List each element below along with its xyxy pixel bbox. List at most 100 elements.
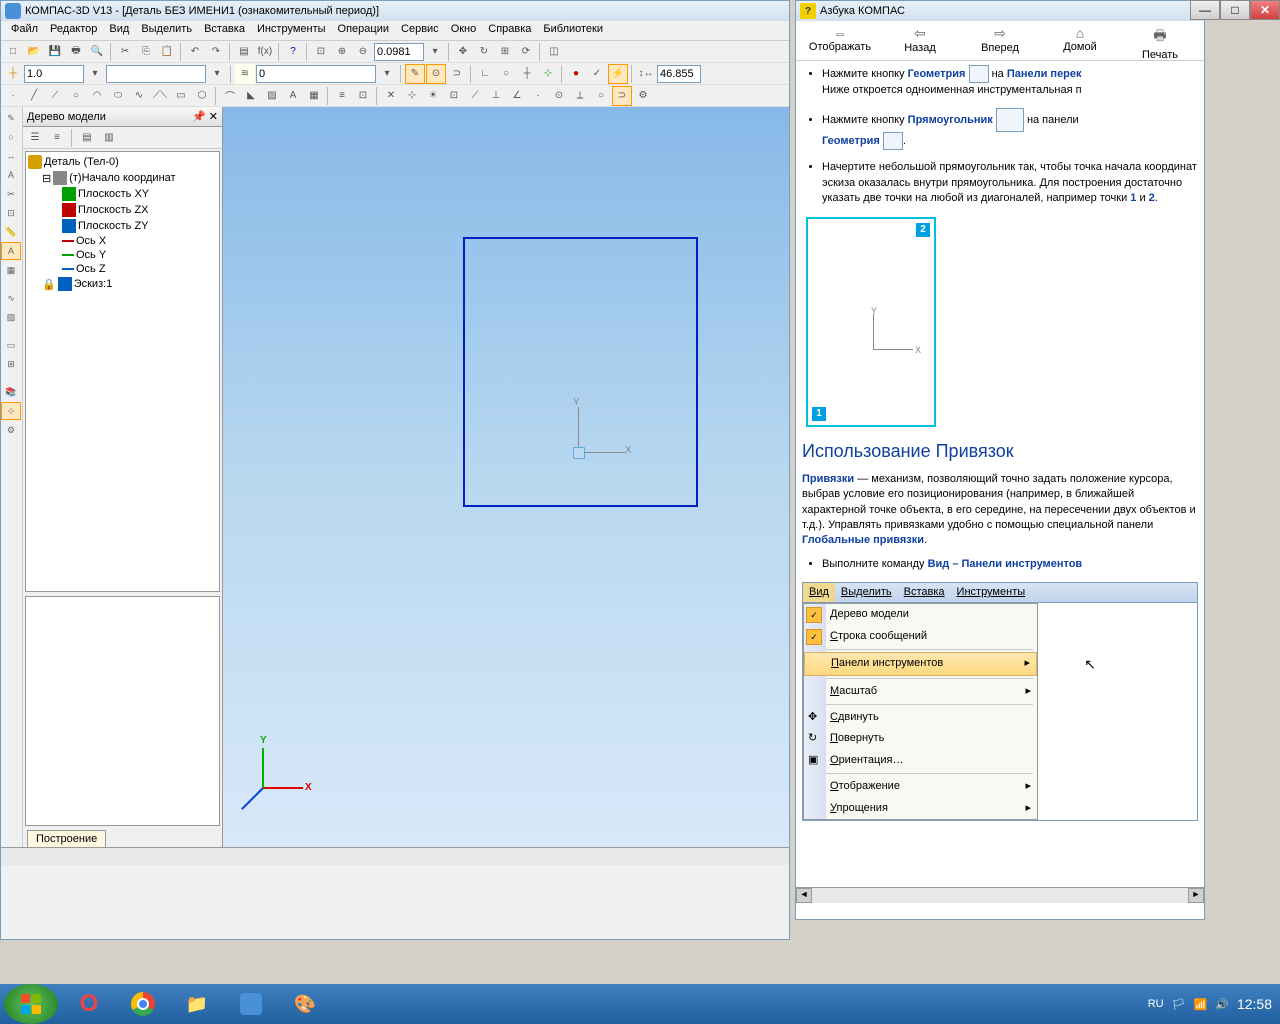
snap-set-icon[interactable]: ⊹ — [538, 64, 558, 84]
refresh-icon[interactable]: ⟳ — [516, 42, 536, 62]
style-icon[interactable]: ≋ — [235, 64, 255, 84]
create-icon[interactable]: ✓ — [587, 64, 607, 84]
lt-assoc-icon[interactable]: ⊞ — [1, 355, 21, 373]
help-nav-back[interactable]: ⇦Назад — [880, 23, 960, 58]
collect-icon[interactable]: ⊡ — [353, 86, 373, 106]
snap4-icon[interactable]: ⊡ — [444, 86, 464, 106]
lt-hatch-icon[interactable]: ▨ — [1, 308, 21, 326]
help-nav-print[interactable]: 🖶Печать — [1120, 23, 1200, 58]
arc-icon[interactable]: ◠ — [87, 86, 107, 106]
open-icon[interactable]: 📂 — [24, 42, 44, 62]
tray-network-icon[interactable]: 📶 — [1194, 998, 1208, 1011]
step-dd-icon[interactable]: ▾ — [85, 64, 105, 84]
style-dd-icon[interactable]: ▾ — [377, 64, 397, 84]
stop-icon[interactable]: ● — [566, 64, 586, 84]
tree-item[interactable]: Ось Z — [28, 262, 217, 276]
zoom-dropdown-icon[interactable]: ▾ — [425, 42, 445, 62]
save-icon[interactable]: 💾 — [45, 42, 65, 62]
menu-tools[interactable]: Инструменты — [251, 21, 332, 40]
lt-spec-icon[interactable]: ▦ — [1, 261, 21, 279]
tree-item[interactable]: Плоскость ZY — [28, 218, 217, 234]
taskbar-chrome[interactable] — [118, 986, 168, 1022]
print-icon[interactable]: 🖶 — [66, 42, 86, 62]
ellipse-icon[interactable]: ⬭ — [108, 86, 128, 106]
snap7-icon[interactable]: ∠ — [507, 86, 527, 106]
zoom-in-icon[interactable]: ⊕ — [332, 42, 352, 62]
menu-service[interactable]: Сервис — [395, 21, 445, 40]
round-icon[interactable]: ○ — [496, 64, 516, 84]
help-hscroll[interactable]: ◄ ► — [796, 887, 1204, 903]
step-input[interactable] — [24, 65, 84, 83]
menu-insert[interactable]: Вставка — [198, 21, 251, 40]
taskbar-paint[interactable]: 🎨 — [280, 986, 330, 1022]
line-icon[interactable]: ╱ — [24, 86, 44, 106]
help-nav-fwd[interactable]: ⇨Вперед — [960, 23, 1040, 58]
fit-icon[interactable]: ⊞ — [495, 42, 515, 62]
tree-mode4-icon[interactable]: ▥ — [99, 128, 119, 148]
lt-edit2-icon[interactable]: ✂ — [1, 185, 21, 203]
taskbar-kompas[interactable] — [226, 986, 276, 1022]
snap11-icon[interactable]: ○ — [591, 86, 611, 106]
tray-lang[interactable]: RU — [1148, 998, 1164, 1010]
zoom-value-input[interactable] — [374, 43, 424, 61]
menu-select[interactable]: Выделить — [135, 21, 198, 40]
taskbar-opera[interactable]: O — [64, 986, 114, 1022]
scroll-right-icon[interactable]: ► — [1188, 888, 1204, 903]
rotate-icon[interactable]: ↻ — [474, 42, 494, 62]
tree-root[interactable]: Деталь (Тел-0) — [28, 154, 217, 170]
aux-line-icon[interactable]: ⟋ — [45, 86, 65, 106]
snap1-icon[interactable]: ✕ — [381, 86, 401, 106]
new-icon[interactable]: □ — [3, 42, 23, 62]
tree-sketch[interactable]: 🔒 Эскиз:1 — [28, 276, 217, 292]
snap-cfg-icon[interactable]: ⚙ — [633, 86, 653, 106]
paste-icon[interactable]: 📋 — [157, 42, 177, 62]
spline-icon[interactable]: ∿ — [129, 86, 149, 106]
autocreate-icon[interactable]: ⚡ — [608, 64, 628, 84]
menu-window[interactable]: Окно — [445, 21, 483, 40]
tree-mode3-icon[interactable]: ▤ — [77, 128, 97, 148]
tree-header[interactable]: Дерево модели 📌 ✕ — [23, 107, 222, 127]
snap9-icon[interactable]: ⊙ — [549, 86, 569, 106]
taskbar-explorer[interactable]: 📁 — [172, 986, 222, 1022]
tree-item[interactable]: Ось X — [28, 234, 217, 248]
lt-label-icon[interactable]: A — [1, 166, 21, 184]
cut-icon[interactable]: ✂ — [115, 42, 135, 62]
snap10-icon[interactable]: ⟂ — [570, 86, 590, 106]
tree-content[interactable]: Деталь (Тел-0) ⊟ (т)Начало координат Пло… — [25, 151, 220, 592]
snap-icon[interactable]: ⊙ — [426, 64, 446, 84]
circle-icon[interactable]: ○ — [66, 86, 86, 106]
lt-spline-icon[interactable]: ∿ — [1, 289, 21, 307]
tree-mode2-icon[interactable]: ≡ — [47, 128, 67, 148]
lt-library-icon[interactable]: 📚 — [1, 383, 21, 401]
text-icon[interactable]: A — [283, 86, 303, 106]
start-button[interactable] — [4, 984, 58, 1024]
sketch-rectangle[interactable] — [463, 237, 698, 507]
snap6-icon[interactable]: ⊥ — [486, 86, 506, 106]
vars-icon[interactable]: f(x) — [255, 42, 275, 62]
minimize-button[interactable]: — — [1190, 0, 1220, 20]
orient-icon[interactable]: ◫ — [544, 42, 564, 62]
preview-icon[interactable]: 🔍 — [87, 42, 107, 62]
canvas-hscroll[interactable] — [1, 847, 789, 865]
style-input[interactable] — [256, 65, 376, 83]
undo-icon[interactable]: ↶ — [185, 42, 205, 62]
lt-snap-icon[interactable]: ⊹ — [1, 402, 21, 420]
lt-geom-icon[interactable]: ○ — [1, 128, 21, 146]
props-icon[interactable]: ▤ — [234, 42, 254, 62]
help-nav-home[interactable]: ⌂Домой — [1040, 23, 1120, 58]
lt-sel-icon[interactable]: A — [1, 242, 21, 260]
menu-file[interactable]: Файл — [5, 21, 44, 40]
layer-input[interactable] — [106, 65, 206, 83]
lt-dim-icon[interactable]: ↔ — [1, 147, 21, 165]
lt-views-icon[interactable]: ▭ — [1, 336, 21, 354]
close-button[interactable]: ✕ — [1250, 0, 1280, 20]
polygon-icon[interactable]: ⬡ — [192, 86, 212, 106]
zoom-out-icon[interactable]: ⊖ — [353, 42, 373, 62]
tray-flag-icon[interactable]: 🏳 — [1172, 998, 1186, 1011]
sketch-canvas[interactable]: X Y X Y — [223, 107, 789, 847]
help-content[interactable]: Нажмите кнопку Геометрия на Панели перек… — [796, 61, 1204, 887]
snap-toggle-icon[interactable]: ⊃ — [612, 86, 632, 106]
maximize-button[interactable]: □ — [1220, 0, 1250, 20]
tree-tab[interactable]: Построение — [27, 830, 106, 847]
local-cs-icon[interactable]: ┼ — [517, 64, 537, 84]
